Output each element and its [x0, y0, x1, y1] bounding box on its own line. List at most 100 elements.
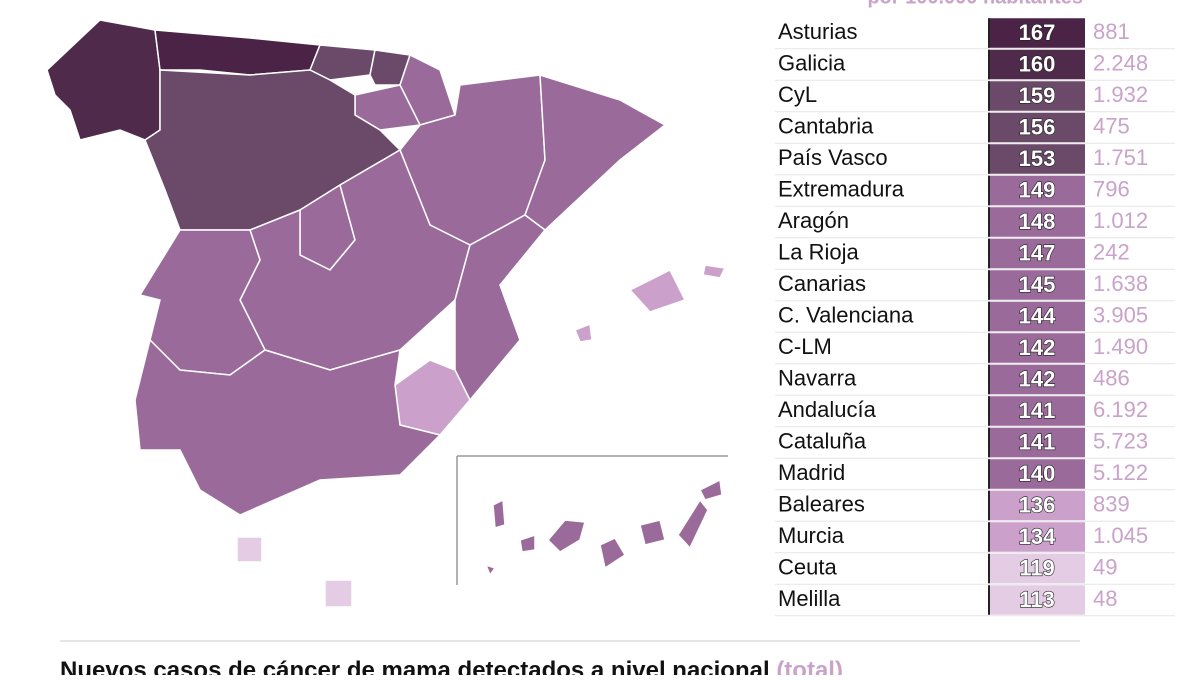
rate-cell	[988, 459, 1085, 489]
rate-cell	[988, 270, 1085, 300]
region-name: C-LM	[778, 334, 832, 359]
total-value: 796	[1093, 176, 1130, 201]
region-name: Ceuta	[778, 554, 837, 579]
rate-cell	[988, 207, 1085, 237]
rate-value: 167	[1019, 20, 1056, 45]
region-name: La Rioja	[778, 239, 859, 264]
region-shape	[484, 563, 497, 577]
region-shape	[309, 44, 376, 81]
region-name: Aragón	[778, 208, 849, 233]
region-shape	[519, 533, 536, 553]
region-shape	[639, 519, 666, 546]
map	[46, 19, 727, 608]
rate-value: 140	[1019, 461, 1056, 486]
total-value: 839	[1093, 491, 1130, 516]
rate-value: 145	[1019, 272, 1056, 297]
rate-value: 156	[1019, 114, 1056, 139]
rate-cell	[988, 427, 1085, 458]
rate-cell	[988, 490, 1085, 521]
rate-cell	[988, 175, 1085, 206]
region-name: Navarra	[778, 365, 857, 390]
total-value: 48	[1093, 586, 1117, 611]
region-shape	[702, 264, 727, 279]
region-shape	[236, 536, 263, 563]
region-shape	[369, 49, 411, 86]
total-value: 2.248	[1093, 50, 1148, 75]
region-shape	[599, 537, 627, 570]
total-value: 6.192	[1093, 397, 1148, 422]
rate-value: 160	[1019, 51, 1056, 76]
total-value: 1.012	[1093, 208, 1148, 233]
rate-cell	[988, 301, 1085, 332]
table-subtitle: por 100.000 habitantes	[867, 0, 1083, 8]
total-value: 881	[1093, 19, 1130, 44]
rate-cell	[988, 364, 1085, 395]
total-value: 1.638	[1093, 271, 1148, 296]
region-name: Cataluña	[778, 428, 867, 453]
region-shape	[574, 322, 593, 343]
rate-value: 113	[1019, 587, 1055, 612]
canarias-inset-frame	[456, 455, 728, 585]
rate-value: 153	[1019, 146, 1056, 171]
region-name: Canarias	[778, 271, 866, 296]
region-shape	[134, 338, 442, 516]
region-shape	[698, 478, 723, 501]
rate-value: 119	[1019, 555, 1055, 580]
region-name: Extremadura	[778, 176, 905, 201]
rate-cell	[988, 81, 1085, 111]
rate-value: 136	[1019, 492, 1056, 517]
rate-cell	[988, 49, 1085, 80]
region-shape	[46, 19, 161, 141]
rate-cell	[988, 396, 1085, 426]
region-shape	[677, 498, 709, 550]
rate-value: 142	[1019, 335, 1056, 360]
region-name: País Vasco	[778, 145, 888, 170]
region-name: Madrid	[778, 460, 845, 485]
region-shape	[324, 579, 353, 608]
rate-value: 141	[1019, 398, 1056, 423]
total-value: 1.751	[1093, 145, 1148, 170]
rate-cell	[988, 585, 1085, 615]
total-value: 3.905	[1093, 302, 1148, 327]
rate-value: 141	[1019, 429, 1056, 454]
footer-title-text: Nuevos casos de cáncer de mama detectado…	[60, 657, 770, 675]
region-name: CyL	[778, 82, 817, 107]
rate-value: 149	[1019, 177, 1056, 202]
table: Asturias 167 881 Galicia 160 2.248 CyL 159 1.932…	[775, 18, 1175, 617]
total-value: 486	[1093, 365, 1130, 390]
total-value: 475	[1093, 113, 1130, 138]
region-shape	[546, 519, 586, 553]
total-value: 5.723	[1093, 428, 1148, 453]
total-value: 1.045	[1093, 523, 1148, 548]
rate-cell	[988, 553, 1085, 584]
total-value: 1.490	[1093, 334, 1148, 359]
rate-cell	[988, 144, 1085, 174]
region-name: C. Valenciana	[778, 302, 914, 327]
rate-value: 144	[1019, 303, 1056, 328]
rate-value: 142	[1019, 366, 1056, 391]
rate-cell	[988, 112, 1085, 143]
rate-value: 134	[1019, 524, 1056, 549]
total-value: 1.932	[1093, 82, 1148, 107]
region-name: Andalucía	[778, 397, 877, 422]
rate-value: 159	[1019, 83, 1056, 108]
region-shape	[492, 498, 506, 529]
region-name: Baleares	[778, 491, 865, 516]
footer-note: (total)	[776, 657, 843, 675]
region-name: Cantabria	[778, 113, 874, 138]
region-shape	[154, 29, 322, 76]
region-shape	[524, 73, 667, 231]
region-name: Asturias	[778, 19, 857, 44]
rate-value: 147	[1019, 240, 1056, 265]
region-name: Galicia	[778, 50, 846, 75]
footer-title: Nuevos casos de cáncer de mama detectado…	[60, 657, 843, 675]
total-value: 242	[1093, 239, 1130, 264]
region-name: Melilla	[778, 586, 841, 611]
rate-cell	[988, 522, 1085, 552]
rate-cell	[988, 333, 1085, 363]
total-value: 5.122	[1093, 460, 1148, 485]
rate-cell	[988, 18, 1085, 48]
region-name: Murcia	[778, 523, 845, 548]
